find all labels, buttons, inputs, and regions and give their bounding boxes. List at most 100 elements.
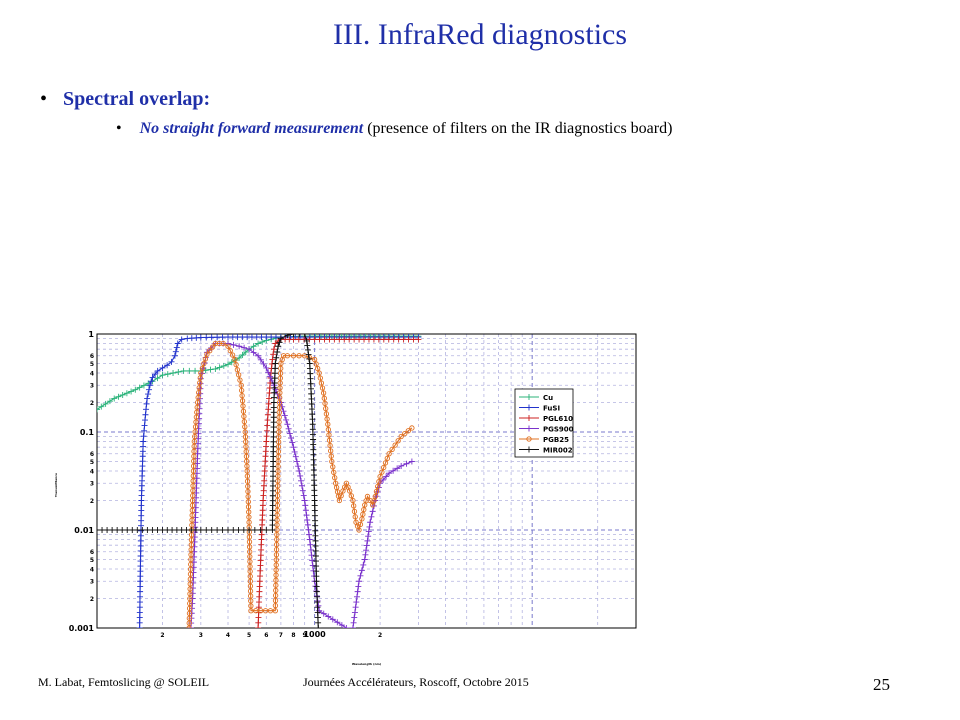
marker-pgs900 xyxy=(190,579,197,586)
marker-pgb25 xyxy=(240,403,246,409)
marker-pgs900 xyxy=(315,602,322,609)
marker-pgs900 xyxy=(367,519,374,526)
marker-pgb25 xyxy=(207,348,213,354)
marker-pgb25 xyxy=(196,385,202,391)
y-tick-label: 0.01 xyxy=(74,526,94,535)
marker-legend-pgs900 xyxy=(526,425,532,432)
marker-pgb25 xyxy=(187,600,193,607)
y-minor-tick-label: 2 xyxy=(90,596,94,603)
marker-fusi xyxy=(168,358,175,365)
marker-fusi xyxy=(152,371,159,378)
legend-label-pgl610: PGL610 xyxy=(543,415,573,423)
marker-pgb25 xyxy=(188,547,194,553)
marker-fusi xyxy=(145,391,152,398)
marker-fusi xyxy=(148,378,155,385)
marker-pgb25 xyxy=(352,514,358,520)
marker-mir002 xyxy=(308,406,315,413)
marker-pgb25 xyxy=(245,499,251,505)
marker-pgb25 xyxy=(321,395,327,401)
marker-pgs900 xyxy=(365,528,372,535)
marker-cu xyxy=(207,366,214,373)
marker-pgb25 xyxy=(243,453,250,460)
y-minor-tick-label: 3 xyxy=(90,481,94,488)
marker-pgb25 xyxy=(190,463,197,469)
marker-pgb25 xyxy=(246,544,253,550)
marker-pgb25 xyxy=(272,592,279,599)
marker-mir002 xyxy=(284,334,291,339)
marker-pgb25 xyxy=(376,478,382,485)
marker-cu xyxy=(317,334,324,340)
marker-mir002 xyxy=(104,527,111,533)
marker-pgb25 xyxy=(330,464,336,470)
marker-pgs900 xyxy=(257,356,264,363)
marker-mir002 xyxy=(134,527,141,533)
marker-pgb25 xyxy=(277,390,283,396)
y-minor-tick-label: 3 xyxy=(90,383,94,390)
marker-mir002 xyxy=(312,542,319,549)
y-minor-tick-label: 3 xyxy=(90,579,94,586)
marker-fusi xyxy=(159,364,166,371)
marker-mir002 xyxy=(312,547,319,554)
marker-pgb25 xyxy=(319,385,326,391)
marker-pgb25 xyxy=(239,398,246,404)
marker-pgs900 xyxy=(189,595,196,602)
marker-fusi xyxy=(138,517,145,524)
marker-mir002 xyxy=(311,507,318,514)
marker-pgs900 xyxy=(356,578,363,585)
marker-fusi xyxy=(136,604,143,611)
marker-mir002 xyxy=(139,527,146,533)
marker-pgb25 xyxy=(338,493,344,499)
marker-pgb25 xyxy=(276,419,282,425)
marker-pgs900 xyxy=(370,502,377,509)
marker-pgb25 xyxy=(324,416,330,422)
marker-pgb25 xyxy=(204,351,210,357)
marker-pgs900 xyxy=(194,450,201,457)
marker-pgb25 xyxy=(225,343,231,349)
marker-pgb25 xyxy=(311,356,318,363)
marker-pgb25 xyxy=(402,430,408,437)
marker-fusi xyxy=(136,599,143,606)
marker-cu xyxy=(98,403,105,410)
marker-pgl610 xyxy=(255,625,262,628)
marker-mir002 xyxy=(235,527,242,533)
marker-pgb25 xyxy=(192,424,199,430)
marker-cu xyxy=(97,406,100,413)
marker-pgs900 xyxy=(307,546,314,553)
marker-pgl610 xyxy=(265,400,272,407)
marker-pgb25 xyxy=(274,536,280,543)
marker-mir002 xyxy=(307,385,314,392)
y-minor-tick-label: 6 xyxy=(90,353,94,360)
marker-pgs900 xyxy=(265,369,272,376)
marker-pgs900 xyxy=(196,415,203,422)
marker-mir002 xyxy=(311,482,318,489)
marker-fusi xyxy=(137,593,144,600)
marker-pgb25 xyxy=(187,571,194,577)
marker-pgb25 xyxy=(273,557,279,563)
marker-pgb25 xyxy=(356,527,362,533)
marker-pgs900 xyxy=(390,467,397,474)
marker-mir002 xyxy=(272,360,279,367)
marker-pgl610 xyxy=(257,552,264,559)
marker-mir002 xyxy=(309,416,316,423)
marker-pgs900 xyxy=(351,614,358,621)
marker-pgs900 xyxy=(298,477,305,484)
marker-pgs900 xyxy=(334,619,341,626)
marker-mir002 xyxy=(310,461,317,468)
marker-pgb25 xyxy=(187,595,193,602)
bullet-spectral-overlap: • Spectral overlap: xyxy=(40,88,210,111)
marker-pgb25 xyxy=(367,497,373,504)
marker-mir002 xyxy=(314,593,321,600)
marker-mir002 xyxy=(310,446,317,453)
marker-pgs900 xyxy=(361,556,368,563)
footer-author: M. Labat, Femtoslicing @ SOLEIL xyxy=(38,675,210,689)
marker-pgs900 xyxy=(313,588,320,595)
marker-pgs900 xyxy=(289,439,296,446)
marker-pgs900 xyxy=(302,507,309,514)
marker-pgs900 xyxy=(309,562,316,569)
marker-pgb25 xyxy=(280,353,287,359)
marker-pgs900 xyxy=(350,619,357,626)
marker-pgs900 xyxy=(303,512,310,519)
marker-legend-pgb25 xyxy=(526,436,532,442)
x-tick-label: 2 xyxy=(378,632,382,639)
marker-pgb25 xyxy=(323,411,330,417)
